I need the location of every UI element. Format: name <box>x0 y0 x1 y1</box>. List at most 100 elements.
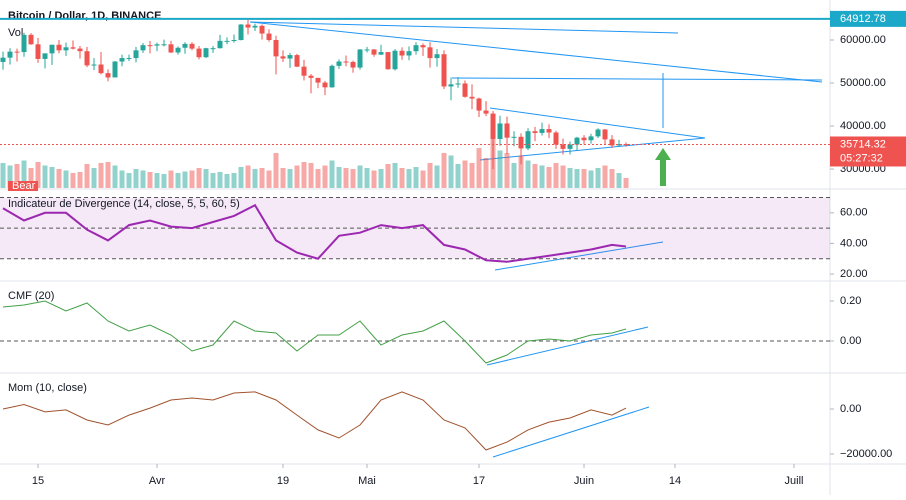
volume-bar <box>217 172 223 188</box>
candle-body <box>350 61 356 68</box>
volume-bar <box>224 174 230 188</box>
volume-bar <box>35 162 41 188</box>
volume-bar <box>252 169 258 188</box>
volume-bar <box>196 168 202 188</box>
x-tick-label: Mai <box>358 475 376 487</box>
candle-body <box>567 144 573 149</box>
volume-bar <box>91 168 97 188</box>
indicator-line <box>2 203 627 263</box>
candle-body <box>91 64 97 66</box>
candle-body <box>448 84 454 87</box>
candle-body <box>497 123 503 139</box>
volume-bar <box>406 169 412 188</box>
candle-body <box>112 61 118 78</box>
volume-bar <box>266 170 272 188</box>
y-tick-label: 60000.00 <box>840 34 886 46</box>
candle-body <box>469 96 475 99</box>
volume-bar <box>77 172 83 188</box>
candle-body <box>371 49 377 55</box>
volume-bar <box>623 178 629 188</box>
volume-bar <box>539 165 545 188</box>
volume-bar <box>350 169 356 188</box>
volume-bar <box>168 170 174 188</box>
candle-body <box>259 25 265 34</box>
volume-bar <box>378 169 384 188</box>
candle-body <box>28 34 34 45</box>
candle-body <box>392 50 398 70</box>
candle-body <box>385 52 391 70</box>
volume-bar <box>588 170 594 188</box>
volume-bar <box>357 165 363 188</box>
volume-bar <box>434 165 440 188</box>
volume-bar <box>399 168 405 188</box>
volume-bar <box>301 162 307 188</box>
volume-bar <box>525 160 531 188</box>
x-tick-label: 17 <box>473 475 485 487</box>
volume-bar <box>308 163 314 188</box>
volume-bar <box>147 172 153 188</box>
volume-bar <box>14 164 20 188</box>
y-tick-label: 0.00 <box>840 335 861 347</box>
trend-line <box>486 326 649 366</box>
candle-body <box>490 113 496 139</box>
candle-body <box>140 45 146 51</box>
volume-bar <box>7 165 13 188</box>
candle-body <box>231 40 237 42</box>
candle-body <box>518 136 524 149</box>
volume-bar <box>42 165 48 188</box>
volume-bar <box>455 164 461 188</box>
candle-body <box>35 44 41 59</box>
candle-body <box>189 43 195 49</box>
volume-bar <box>616 173 622 188</box>
candle-body <box>224 40 230 42</box>
trend-line <box>249 21 823 83</box>
volume-bar <box>126 173 132 188</box>
volume-bar <box>518 155 524 188</box>
y-tick-label: 0.20 <box>840 295 861 307</box>
volume-bar <box>462 160 468 188</box>
volume-bar <box>336 167 342 188</box>
pane-title: CMF (20) <box>8 290 54 302</box>
volume-bar <box>567 168 573 188</box>
trend-line <box>492 406 650 458</box>
trend-line <box>479 137 706 161</box>
candle-body <box>364 49 370 51</box>
candle-body <box>0 57 6 62</box>
candle-body <box>441 54 447 87</box>
volume-bar <box>203 169 209 188</box>
y-tick-label: −20000.00 <box>840 448 892 460</box>
volume-bar <box>49 167 55 188</box>
candle-body <box>483 110 489 114</box>
volume-bar <box>504 153 510 188</box>
volume-bar <box>448 155 454 188</box>
volume-bar <box>294 165 300 188</box>
countdown-label: 05:27:32 <box>840 152 883 164</box>
candle-body <box>14 51 20 53</box>
signal-label: Bear <box>12 180 36 192</box>
volume-bar <box>602 165 608 188</box>
candle-body <box>378 52 384 55</box>
candle-body <box>504 123 510 138</box>
candle-body <box>84 51 90 66</box>
volume-bar <box>343 168 349 188</box>
volume-bar <box>581 169 587 188</box>
candle-body <box>427 47 433 59</box>
candle-body <box>539 129 545 133</box>
candle-body <box>434 54 440 59</box>
candle-body <box>21 34 27 53</box>
signal-box <box>8 181 38 191</box>
candle-body <box>56 44 62 51</box>
candle-body <box>77 48 83 52</box>
candle-body <box>308 75 314 78</box>
x-tick-label: 19 <box>277 475 289 487</box>
volume-bar <box>532 164 538 188</box>
volume-bar <box>441 153 447 188</box>
volume-bar <box>476 148 482 188</box>
candle-body <box>525 131 531 149</box>
candle-body <box>238 24 244 41</box>
volume-bar <box>364 168 370 188</box>
y-tick-label: 20.00 <box>840 268 868 280</box>
volume-bar <box>154 173 160 188</box>
volume-bar <box>427 163 433 188</box>
